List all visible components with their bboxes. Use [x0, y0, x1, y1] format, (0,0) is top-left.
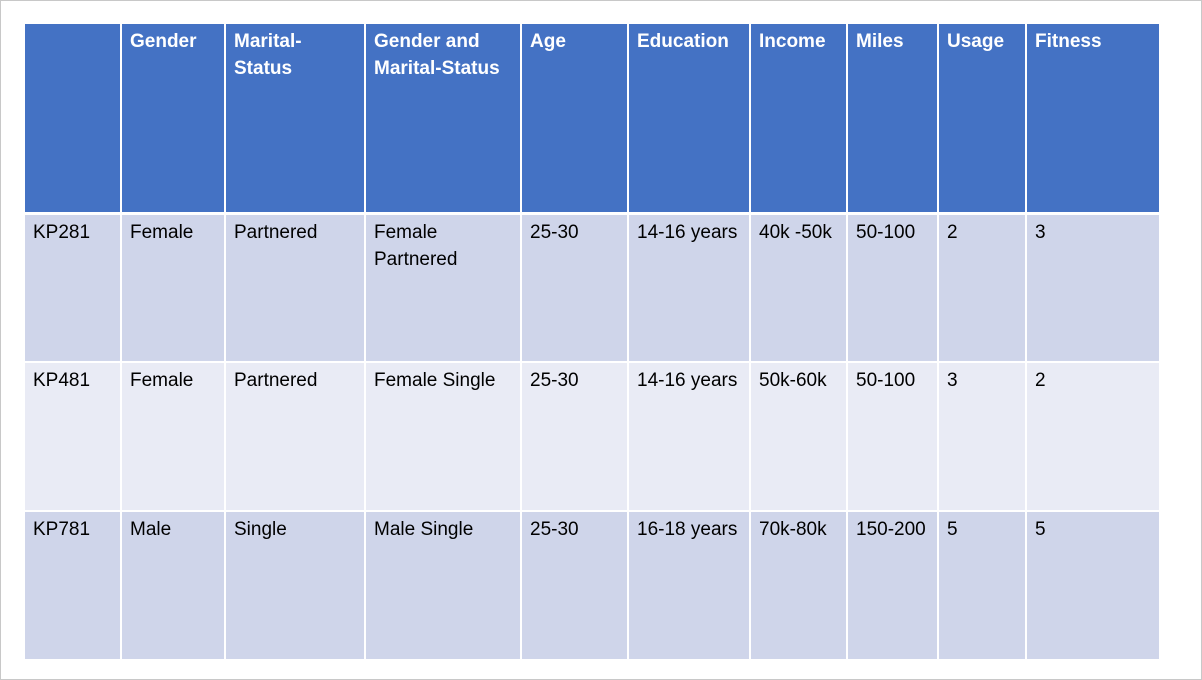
cell-miles: 150-200 [846, 510, 939, 661]
cell-fitness: 5 [1025, 510, 1159, 661]
cell-gender: Male [120, 510, 226, 661]
cell-marital-status: Partnered [224, 361, 366, 512]
cell-income: 40k -50k [749, 212, 848, 363]
cell-gender-marital-status: Female Single [364, 361, 522, 512]
header-cell-marital-status: Marital-Status [224, 24, 366, 215]
table-row: KP781 Male Single Male Single 25-30 16-1… [25, 510, 1159, 661]
cell-age: 25-30 [520, 361, 629, 512]
cell-usage: 3 [937, 361, 1027, 512]
cell-income: 50k-60k [749, 361, 848, 512]
header-row: Gender Marital-Status Gender and Marital… [25, 24, 1159, 215]
table-row: KP281 Female Partnered Female Partnered … [25, 212, 1159, 363]
header-cell-usage: Usage [937, 24, 1027, 215]
cell-usage: 5 [937, 510, 1027, 661]
table-row: KP481 Female Partnered Female Single 25-… [25, 361, 1159, 512]
product-comparison-table: Gender Marital-Status Gender and Marital… [25, 24, 1159, 661]
header-cell-gender: Gender [120, 24, 226, 215]
cell-education: 16-18 years [627, 510, 751, 661]
cell-age: 25-30 [520, 510, 629, 661]
header-cell-income: Income [749, 24, 848, 215]
header-cell-miles: Miles [846, 24, 939, 215]
cell-education: 14-16 years [627, 361, 751, 512]
cell-fitness: 3 [1025, 212, 1159, 363]
cell-marital-status: Single [224, 510, 366, 661]
header-cell-fitness: Fitness [1025, 24, 1159, 215]
cell-product: KP781 [25, 510, 122, 661]
header-cell-gender-marital-status: Gender and Marital-Status [364, 24, 522, 215]
cell-usage: 2 [937, 212, 1027, 363]
cell-gender-marital-status: Male Single [364, 510, 522, 661]
cell-gender: Female [120, 212, 226, 363]
header-cell-education: Education [627, 24, 751, 215]
header-cell-product [25, 24, 122, 215]
cell-product: KP481 [25, 361, 122, 512]
cell-age: 25-30 [520, 212, 629, 363]
cell-income: 70k-80k [749, 510, 848, 661]
header-cell-age: Age [520, 24, 629, 215]
cell-fitness: 2 [1025, 361, 1159, 512]
cell-miles: 50-100 [846, 361, 939, 512]
cell-miles: 50-100 [846, 212, 939, 363]
cell-product: KP281 [25, 212, 122, 363]
cell-gender: Female [120, 361, 226, 512]
cell-gender-marital-status: Female Partnered [364, 212, 522, 363]
cell-marital-status: Partnered [224, 212, 366, 363]
cell-education: 14-16 years [627, 212, 751, 363]
